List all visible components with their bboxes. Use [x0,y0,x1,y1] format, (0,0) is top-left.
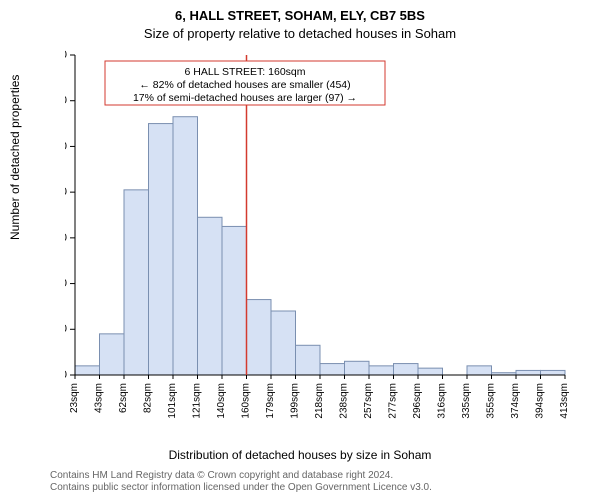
histogram-bar [516,370,541,375]
x-tick-label: 394sqm [535,383,546,419]
annotation-line: 17% of semi-detached houses are larger (… [133,92,357,104]
x-tick-label: 374sqm [510,383,521,419]
x-tick-label: 355sqm [486,383,497,419]
histogram-bar [247,300,272,375]
histogram-bar [222,226,247,375]
histogram-bar [345,361,370,375]
x-tick-label: 179sqm [265,383,276,419]
x-tick-label: 62sqm [118,383,129,413]
x-tick-label: 140sqm [216,383,227,419]
footer-line2: Contains public sector information licen… [50,482,432,494]
histogram-bar [124,190,149,375]
y-axis-label: Number of detached properties [8,75,22,240]
chart-subtitle: Size of property relative to detached ho… [0,26,600,41]
footer-line1: Contains HM Land Registry data © Crown c… [50,470,432,482]
histogram-bar [467,366,492,375]
y-tick-label: 100 [65,140,67,152]
histogram-bar [418,368,443,375]
x-tick-label: 121sqm [192,383,203,419]
histogram-bar [173,117,198,375]
x-tick-label: 82sqm [143,383,154,413]
x-tick-label: 413sqm [559,383,570,419]
annotation-line: 6 HALL STREET: 160sqm [185,66,306,78]
x-tick-label: 101sqm [167,383,178,419]
y-tick-label: 80 [65,186,67,198]
x-tick-label: 277sqm [388,383,399,419]
x-tick-label: 218sqm [314,383,325,419]
x-tick-label: 160sqm [241,383,252,419]
y-tick-label: 120 [65,95,67,107]
x-tick-label: 238sqm [339,383,350,419]
histogram-bar [271,311,296,375]
x-tick-label: 43sqm [94,383,105,413]
x-tick-label: 199sqm [290,383,301,419]
histogram-plot: 0 20 40 60 80 100 120 140 23sqm 43sqm 62sqm 82sqm 10… [65,50,575,430]
x-tick-label: 257sqm [363,383,374,419]
histogram-bar [296,345,321,375]
y-tick-label: 140 [65,50,67,61]
histogram-bar [541,370,566,375]
y-tick-label: 0 [65,369,67,381]
x-tick-label: 296sqm [412,383,423,419]
histogram-bar [320,364,345,375]
histogram-bar [100,334,125,375]
chart-title-address: 6, HALL STREET, SOHAM, ELY, CB7 5BS [0,8,600,23]
footer-attribution: Contains HM Land Registry data © Crown c… [50,470,432,494]
histogram-bar [198,217,223,375]
x-tick-label: 23sqm [69,383,80,413]
x-axis-label: Distribution of detached houses by size … [0,448,600,462]
histogram-bar [149,124,174,375]
annotation-line: ← 82% of detached houses are smaller (45… [139,79,350,91]
x-tick-label: 316sqm [437,383,448,419]
x-tick-label: 335sqm [461,383,472,419]
y-tick-label: 40 [65,277,67,289]
y-tick-label: 20 [65,323,67,335]
histogram-bar [394,364,419,375]
y-tick-label: 60 [65,232,67,244]
histogram-bar [75,366,100,375]
histogram-bar [369,366,394,375]
